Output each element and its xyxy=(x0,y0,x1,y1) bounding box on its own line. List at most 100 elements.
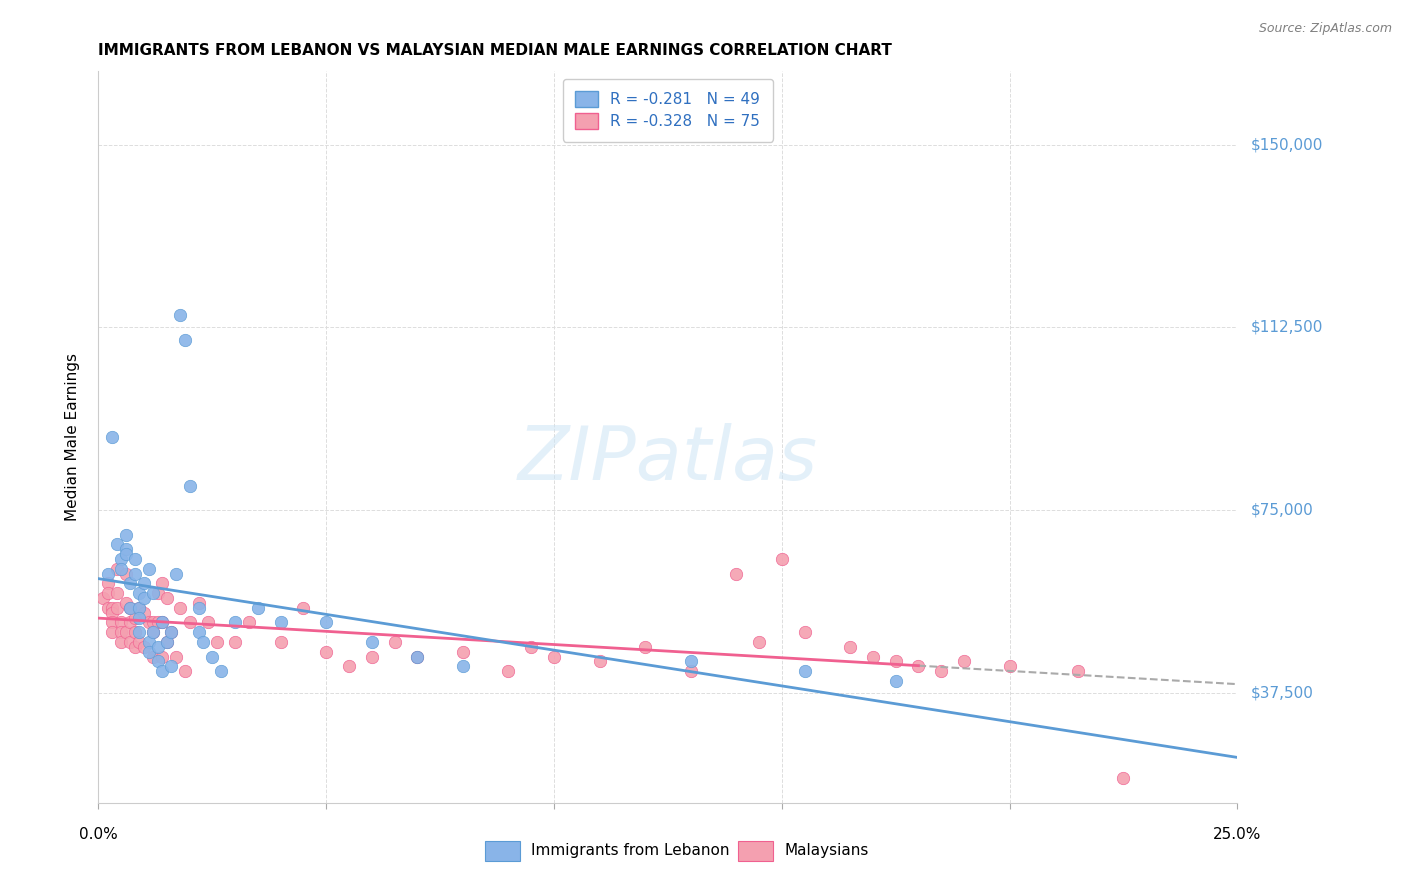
Point xyxy=(150,615,173,630)
Legend: R = -0.281   N = 49, R = -0.328   N = 75: R = -0.281 N = 49, R = -0.328 N = 75 xyxy=(564,79,772,142)
Point xyxy=(120,576,142,591)
Point xyxy=(725,566,748,581)
Text: Immigrants from Lebanon: Immigrants from Lebanon xyxy=(531,844,730,858)
Point xyxy=(146,640,169,654)
Point xyxy=(406,649,429,664)
Point xyxy=(96,576,118,591)
Point xyxy=(884,673,907,688)
Point xyxy=(114,547,136,561)
Text: ZIPatlas: ZIPatlas xyxy=(517,423,818,495)
Point xyxy=(132,576,155,591)
Point xyxy=(270,615,292,630)
Point xyxy=(96,586,118,600)
Point xyxy=(128,610,150,624)
Text: IMMIGRANTS FROM LEBANON VS MALAYSIAN MEDIAN MALE EARNINGS CORRELATION CHART: IMMIGRANTS FROM LEBANON VS MALAYSIAN MED… xyxy=(98,43,893,58)
Point xyxy=(187,596,209,610)
Point xyxy=(124,566,146,581)
Point xyxy=(142,586,165,600)
Point xyxy=(174,664,197,678)
Point xyxy=(150,664,173,678)
Point xyxy=(105,586,128,600)
Point xyxy=(101,600,124,615)
Point xyxy=(120,635,142,649)
Point xyxy=(907,659,929,673)
Point xyxy=(187,625,209,640)
Point xyxy=(543,649,565,664)
Point xyxy=(132,606,155,620)
Point xyxy=(101,606,124,620)
Point xyxy=(193,635,215,649)
Point xyxy=(770,552,793,566)
Point xyxy=(91,591,114,605)
Point xyxy=(179,615,201,630)
Point xyxy=(114,527,136,541)
Point xyxy=(110,625,132,640)
Point xyxy=(929,664,952,678)
Point xyxy=(110,552,132,566)
Point xyxy=(748,635,770,649)
Point xyxy=(105,537,128,551)
Point xyxy=(124,610,146,624)
Point xyxy=(292,600,315,615)
Point xyxy=(101,625,124,640)
Point xyxy=(105,562,128,576)
Point xyxy=(634,640,657,654)
Text: $150,000: $150,000 xyxy=(1251,137,1323,152)
Point xyxy=(132,591,155,605)
Text: $75,000: $75,000 xyxy=(1251,503,1315,517)
Point xyxy=(128,625,150,640)
Point xyxy=(138,562,160,576)
Point xyxy=(146,654,169,668)
Point xyxy=(998,659,1021,673)
Point xyxy=(224,615,246,630)
Point xyxy=(132,640,155,654)
Point xyxy=(128,635,150,649)
Point xyxy=(146,615,169,630)
Point xyxy=(142,625,165,640)
Point xyxy=(160,659,183,673)
Point xyxy=(224,635,246,649)
Point xyxy=(150,649,173,664)
Point xyxy=(138,615,160,630)
Point xyxy=(520,640,543,654)
Point xyxy=(142,649,165,664)
Point xyxy=(101,615,124,630)
Point xyxy=(360,649,382,664)
Text: Source: ZipAtlas.com: Source: ZipAtlas.com xyxy=(1258,22,1392,36)
Point xyxy=(337,659,360,673)
Point xyxy=(679,664,702,678)
Point xyxy=(451,659,474,673)
Point xyxy=(839,640,862,654)
Text: $112,500: $112,500 xyxy=(1251,320,1323,334)
Point xyxy=(953,654,976,668)
Point xyxy=(187,600,209,615)
Point xyxy=(124,552,146,566)
Point xyxy=(146,586,169,600)
Point xyxy=(120,615,142,630)
Point xyxy=(128,586,150,600)
Point xyxy=(179,479,201,493)
Point xyxy=(114,566,136,581)
Text: Malaysians: Malaysians xyxy=(785,844,869,858)
Point xyxy=(160,625,183,640)
Point xyxy=(138,645,160,659)
Point xyxy=(793,625,815,640)
Point xyxy=(96,566,118,581)
Point xyxy=(165,649,187,664)
Point xyxy=(1067,664,1090,678)
Point xyxy=(96,600,118,615)
Text: $37,500: $37,500 xyxy=(1251,686,1315,700)
Point xyxy=(105,600,128,615)
Point xyxy=(238,615,260,630)
Point xyxy=(588,654,610,668)
Text: 25.0%: 25.0% xyxy=(1213,827,1261,842)
Point xyxy=(451,645,474,659)
Point xyxy=(197,615,219,630)
Point xyxy=(174,333,197,347)
Point xyxy=(124,640,146,654)
Point xyxy=(114,625,136,640)
Point xyxy=(793,664,815,678)
Point xyxy=(246,600,269,615)
Point xyxy=(114,596,136,610)
Point xyxy=(114,542,136,557)
